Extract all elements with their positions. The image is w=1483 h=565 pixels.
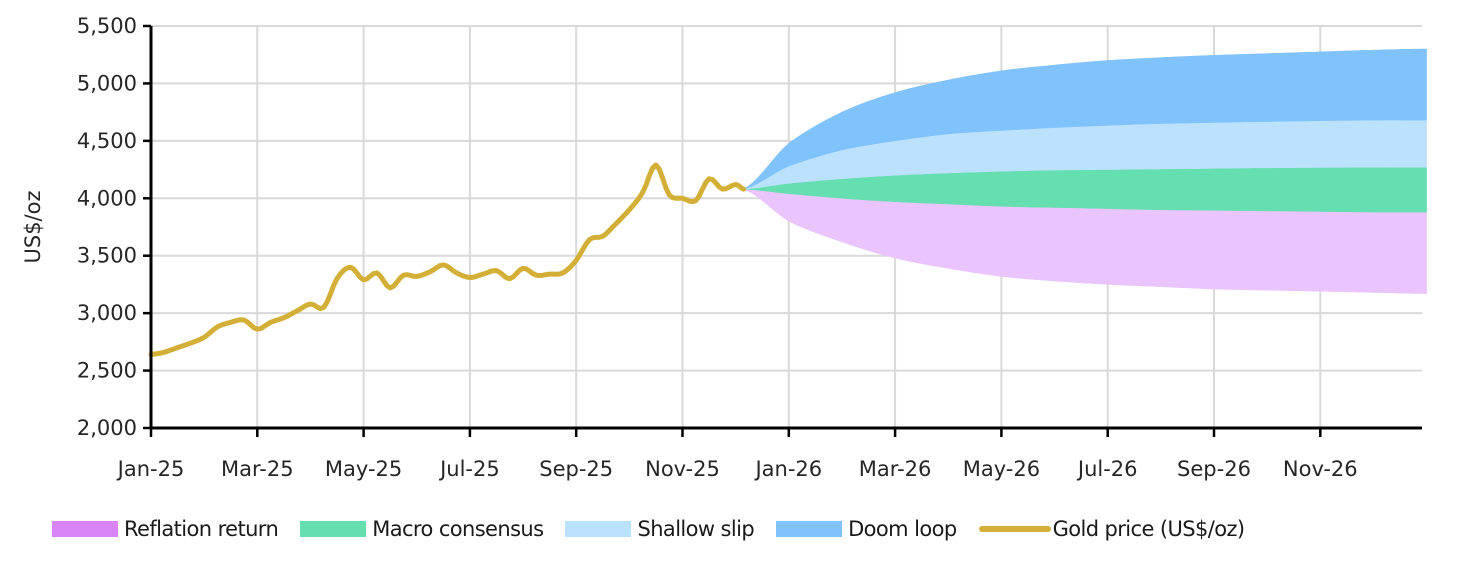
legend-item-macro-consensus: Macro consensus xyxy=(300,517,544,541)
y-tick-label: 2,000 xyxy=(77,416,137,440)
chart-plot: 2,000 2,500 3,000 3,500 4,000 4,500 5,000 5,500… xyxy=(21,14,1427,481)
chart-legend: Reflation return Macro consensus Shallow… xyxy=(52,514,1266,544)
y-tick-label: 3,000 xyxy=(77,301,137,325)
x-tick-label: Jan-26 xyxy=(753,457,822,481)
macro-consensus-swatch-icon xyxy=(300,521,367,537)
reflation-return-swatch-icon xyxy=(52,521,118,537)
legend-label: Macro consensus xyxy=(372,517,544,541)
legend-label: Shallow slip xyxy=(637,517,755,541)
legend-item-shallow-slip: Shallow slip xyxy=(565,517,755,541)
y-tick-label: 5,500 xyxy=(77,14,137,38)
x-tick-label: Jul-25 xyxy=(438,457,500,481)
x-tick-label: Nov-25 xyxy=(645,457,720,481)
doom-loop-swatch-icon xyxy=(776,521,843,537)
x-tick-label: Mar-25 xyxy=(221,457,294,481)
y-tick-label: 5,000 xyxy=(77,71,137,95)
x-tick-label: Sep-25 xyxy=(539,457,613,481)
y-tick-label: 4,000 xyxy=(77,186,137,210)
x-tick-label: Jan-25 xyxy=(116,457,185,481)
y-tick-label: 3,500 xyxy=(77,244,137,268)
x-tick-label: Sep-26 xyxy=(1177,457,1251,481)
gold-price-line-icon xyxy=(978,526,1051,532)
axes: 2,000 2,500 3,000 3,500 4,000 4,500 5,000 5,500… xyxy=(77,14,1422,481)
x-tick-label: Jul-26 xyxy=(1076,457,1138,481)
x-tick-label: May-26 xyxy=(963,457,1040,481)
legend-label: Gold price (US$/oz) xyxy=(1052,517,1246,541)
legend-label: Reflation return xyxy=(124,517,279,541)
y-tick-label: 2,500 xyxy=(77,359,137,383)
x-tick-label: May-25 xyxy=(325,457,402,481)
legend-label: Doom loop xyxy=(848,517,957,541)
legend-item-reflation-return: Reflation return xyxy=(52,517,279,541)
scenario-bands xyxy=(743,48,1427,294)
x-tick-label: Nov-26 xyxy=(1283,457,1358,481)
x-tick-label: Mar-26 xyxy=(859,457,932,481)
gold-price-line xyxy=(148,162,747,357)
y-tick-label: 4,500 xyxy=(77,129,137,153)
legend-item-gold-price: Gold price (US$/oz) xyxy=(978,517,1246,541)
legend-item-doom-loop: Doom loop xyxy=(776,517,957,541)
y-axis-title: US$/oz xyxy=(21,190,45,263)
shallow-slip-swatch-icon xyxy=(565,521,632,537)
band-doom-loop xyxy=(743,48,1427,190)
